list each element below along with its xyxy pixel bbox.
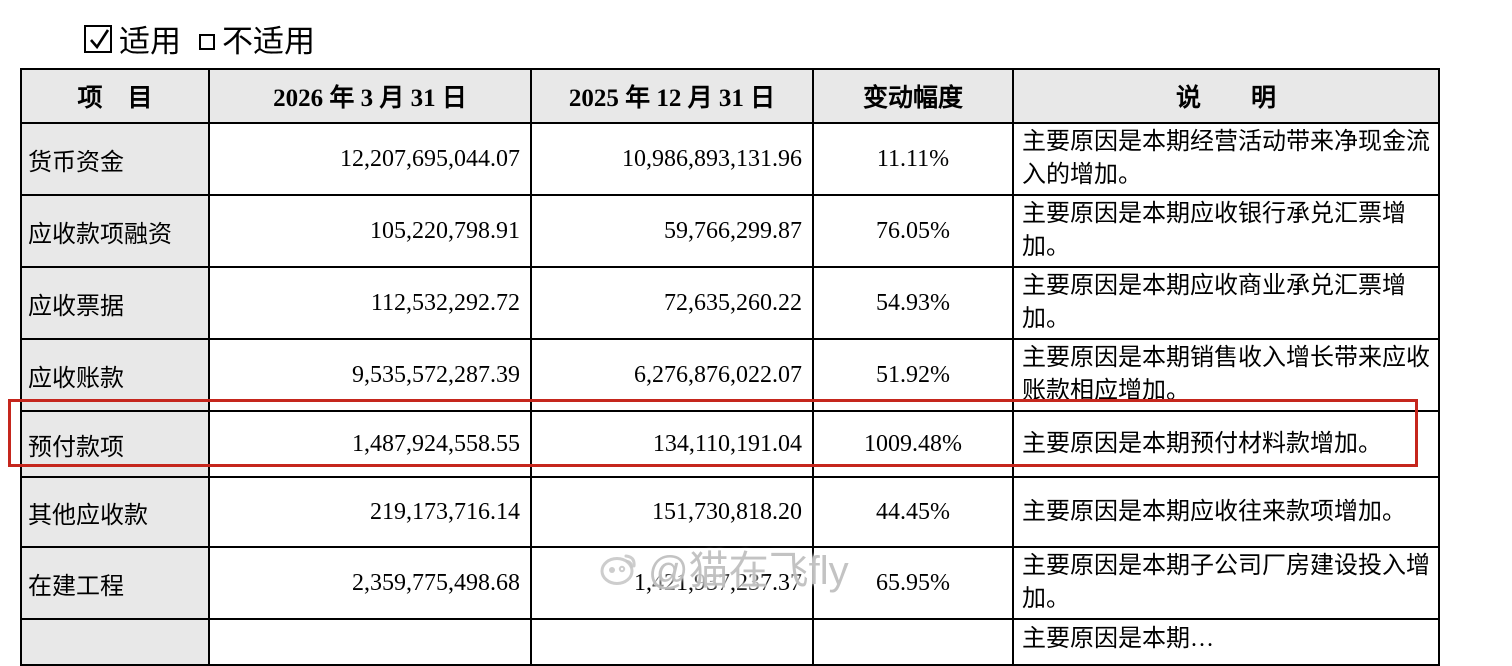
current-period-cell: 1,487,924,558.55 <box>208 410 532 478</box>
item-cell: 货币资金 <box>20 122 210 196</box>
current-period-cell: 105,220,798.91 <box>208 194 532 268</box>
header-change: 变动幅度 <box>812 68 1014 124</box>
header-prior-period: 2025 年 12 月 31 日 <box>530 68 814 124</box>
header-item: 项 目 <box>20 68 210 124</box>
check-mark-icon <box>90 28 110 49</box>
table-row: 应收账款 9,535,572,287.39 6,276,876,022.07 5… <box>20 338 1440 412</box>
item-cell: 其他应收款 <box>20 476 210 548</box>
checked-checkbox-icon <box>84 24 112 53</box>
prior-period-cell: 10,986,893,131.96 <box>530 122 814 196</box>
change-cell: 54.93% <box>812 266 1014 340</box>
note-cell: 主要原因是本期经营活动带来净现金流入的增加。 <box>1012 122 1440 196</box>
change-cell: 44.45% <box>812 476 1014 548</box>
change-cell: 51.92% <box>812 338 1014 412</box>
note-cell: 主要原因是本期子公司厂房建设投入增加。 <box>1012 546 1440 620</box>
table-row: 其他应收款 219,173,716.14 151,730,818.20 44.4… <box>20 476 1440 548</box>
table-row-highlighted: 预付款项 1,487,924,558.55 134,110,191.04 100… <box>20 410 1440 478</box>
table-row: 应收票据 112,532,292.72 72,635,260.22 54.93%… <box>20 266 1440 340</box>
applicable-label: 适用 <box>119 24 181 59</box>
item-cell: 预付款项 <box>20 410 210 478</box>
note-cell: 主要原因是本期… <box>1012 618 1440 666</box>
unchecked-checkbox-icon <box>199 33 215 50</box>
header-current-period: 2026 年 3 月 31 日 <box>208 68 532 124</box>
header-note: 说 明 <box>1012 68 1440 124</box>
note-cell: 主要原因是本期应收往来款项增加。 <box>1012 476 1440 548</box>
prior-period-cell: 6,276,876,022.07 <box>530 338 814 412</box>
change-cell: 65.95% <box>812 546 1014 620</box>
current-period-cell: 12,207,695,044.07 <box>208 122 532 196</box>
prior-period-cell: 1,421,937,237.37 <box>530 546 814 620</box>
item-cell: 应收票据 <box>20 266 210 340</box>
note-cell: 主要原因是本期预付材料款增加。 <box>1012 410 1440 478</box>
change-cell: 1009.48% <box>812 410 1014 478</box>
current-period-cell: 112,532,292.72 <box>208 266 532 340</box>
current-period-cell: 9,535,572,287.39 <box>208 338 532 412</box>
current-period-cell: 219,173,716.14 <box>208 476 532 548</box>
current-period-cell: 2,359,775,498.68 <box>208 546 532 620</box>
note-cell: 主要原因是本期销售收入增长带来应收账款相应增加。 <box>1012 338 1440 412</box>
not-applicable-label: 不适用 <box>222 24 315 59</box>
prior-period-cell: 151,730,818.20 <box>530 476 814 548</box>
note-cell: 主要原因是本期应收银行承兑汇票增加。 <box>1012 194 1440 268</box>
prior-period-cell: 134,110,191.04 <box>530 410 814 478</box>
item-cell: 在建工程 <box>20 546 210 620</box>
financial-table: 项 目 2026 年 3 月 31 日 2025 年 12 月 31 日 变动幅… <box>20 68 1440 666</box>
change-cell: 76.05% <box>812 194 1014 268</box>
note-cell: 主要原因是本期应收商业承兑汇票增加。 <box>1012 266 1440 340</box>
prior-period-cell <box>530 618 814 666</box>
table-header-row: 项 目 2026 年 3 月 31 日 2025 年 12 月 31 日 变动幅… <box>20 68 1440 124</box>
table-row-partial: 主要原因是本期… <box>20 618 1440 666</box>
prior-period-cell: 59,766,299.87 <box>530 194 814 268</box>
table-row: 应收款项融资 105,220,798.91 59,766,299.87 76.0… <box>20 194 1440 268</box>
prior-period-cell: 72,635,260.22 <box>530 266 814 340</box>
applicability-line: 适用 不适用 <box>84 16 315 61</box>
current-period-cell <box>208 618 532 666</box>
table-row: 在建工程 2,359,775,498.68 1,421,937,237.37 6… <box>20 546 1440 620</box>
item-cell: 应收账款 <box>20 338 210 412</box>
table-row: 货币资金 12,207,695,044.07 10,986,893,131.96… <box>20 122 1440 196</box>
item-cell: 应收款项融资 <box>20 194 210 268</box>
change-cell <box>812 618 1014 666</box>
change-cell: 11.11% <box>812 122 1014 196</box>
item-cell <box>20 618 210 666</box>
